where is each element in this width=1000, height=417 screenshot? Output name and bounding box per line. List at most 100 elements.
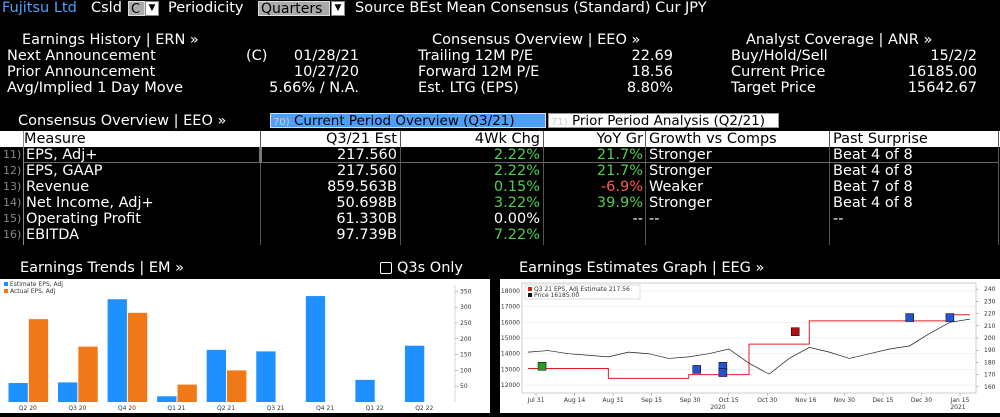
earnings-trends-title[interactable]: Earnings Trends | EM » [20,260,185,276]
right-tick-label: 170 [984,372,996,379]
x-tick-label: Oct 30 [757,397,777,404]
y-tick-label: 200 [460,336,472,343]
chg-cell[interactable]: 0.00% [493,211,540,227]
tab-prior-period[interactable]: 71) Prior Period Analysis (Q2/21) [548,113,779,129]
row-number: 12) [3,164,22,177]
chg-cell[interactable]: 2.22% [493,163,540,179]
yoy-cell[interactable]: 39.9% [596,195,643,211]
left-tick-label: 13000 [501,366,520,373]
bar-estimate [404,345,425,402]
consensus-overview-title[interactable]: Consensus Overview | EEO » [432,32,641,48]
yoy-cell[interactable]: 21.7% [596,163,643,179]
surprise-cell[interactable]: Beat 7 of 8 [833,179,913,195]
chg-cell[interactable]: 0.15% [493,179,540,195]
col-yoy[interactable]: YoY Gr [596,131,643,147]
periodicity-dropdown-icon[interactable]: ▼ [331,1,345,16]
x-tick-label: Sep 30 [680,397,701,404]
table-header-row: Measure Q3/21 Est 4Wk Chg YoY Gr Growth … [0,131,1000,147]
measure-cell[interactable]: Operating Profit [26,211,141,227]
x-year-label: 2021 [950,404,965,411]
tab-prior-label: Prior Period Analysis (Q2/21) [571,113,766,129]
legend-label-price: Price 16185.00 [534,292,579,299]
x-tick-label: Q3 20 [68,405,86,412]
next-announcement-flag: (C) [246,48,268,64]
x-tick-label: Aug 14 [564,397,585,404]
comps-cell[interactable]: Stronger [649,195,712,211]
x-tick-label: Aug 31 [602,397,623,404]
prior-announcement-label: Prior Announcement [7,64,156,80]
target-price-label: Target Price [731,80,816,96]
est-cell[interactable]: 97.739B [336,227,397,243]
implied-move-label: Avg/Implied 1 Day Move [7,80,184,96]
right-tick-label: 220 [984,311,996,318]
surprise-cell[interactable]: Beat 4 of 8 [833,195,913,211]
col-measure[interactable]: Measure [24,131,86,147]
consensus-section-title[interactable]: Consensus Overview | EEO » [18,113,227,129]
ticker-label[interactable]: Fujitsu Ltd [2,0,77,16]
comps-cell[interactable]: -- [649,211,660,227]
legend-swatch-actual [4,289,8,293]
estimate-line [528,314,970,379]
x-tick-label: Q2 22 [415,405,433,412]
right-tick-label: 230 [984,298,996,305]
yoy-cell[interactable]: -- [632,211,643,227]
comps-cell[interactable]: Stronger [649,163,712,179]
surprise-cell[interactable]: Beat 4 of 8 [833,163,913,179]
trailing-pe-value: 22.69 [631,48,673,64]
tab-prior-number: 71) [551,117,568,128]
est-cell[interactable]: 859.563B [327,179,397,195]
current-price-label: Current Price [731,64,826,80]
x-tick-label: Nov 30 [834,397,855,404]
earnings-history-title[interactable]: Earnings History | ERN » [22,32,199,48]
surprise-cell[interactable]: Beat 4 of 8 [833,147,913,163]
yoy-cell[interactable]: -6.9% [600,179,643,195]
est-cell[interactable]: 61.330B [336,211,397,227]
measure-cell[interactable]: Revenue [26,179,90,195]
measure-cell[interactable]: EBITDA [26,227,80,243]
col-chg[interactable]: 4Wk Chg [474,131,540,147]
est-cell[interactable]: 217.560 [337,147,397,163]
q3s-only-checkbox[interactable] [380,262,392,274]
price-line [527,318,971,375]
left-tick-label: 12000 [501,382,520,389]
right-tick-label: 240 [984,286,996,293]
est-cell[interactable]: 217.560 [337,163,397,179]
tab-current-period[interactable]: 70) Current Period Overview (Q3/21) [270,113,546,129]
col-surprise[interactable]: Past Surprise [833,131,928,147]
estimates-graph-title[interactable]: Earnings Estimates Graph | EEG » [519,260,765,276]
periodicity-select[interactable]: Quarters [258,1,330,17]
chg-cell[interactable]: 7.22% [493,227,540,243]
csld-select[interactable]: C [128,1,145,17]
ltg-label: Est. LTG (EPS) [418,80,519,96]
surprise-cell[interactable]: -- [833,211,844,227]
row-number: 14) [3,196,22,209]
yoy-cell[interactable]: 21.7% [596,147,643,163]
measure-cell[interactable]: EPS, GAAP [26,163,103,179]
x-tick-label: Jul 31 [527,397,545,404]
right-tick-label: 210 [984,323,996,330]
x-tick-label: Q2 21 [217,405,235,412]
col-est[interactable]: Q3/21 Est [326,131,397,147]
prior-announcement-value: 10/27/20 [293,64,359,80]
legend-swatch-estimate [528,287,532,291]
est-cell[interactable]: 50.698B [336,195,397,211]
comps-cell[interactable]: Weaker [649,179,704,195]
measure-cell[interactable]: Net Income, Adj+ [26,195,154,211]
csld-dropdown-icon[interactable]: ▼ [145,1,159,16]
bar-actual [127,312,148,402]
comps-cell[interactable]: Stronger [649,147,712,163]
left-tick-label: 16000 [501,319,520,326]
chg-cell[interactable]: 3.22% [493,195,540,211]
col-comps[interactable]: Growth vs Comps [649,131,777,147]
bar-actual [78,346,98,402]
tab-current-number: 70) [273,117,290,128]
y-tick-label: 350 [460,288,472,295]
row-number: 11) [3,148,22,161]
y-tick-label: 50 [460,383,468,390]
chg-cell[interactable]: 2.22% [493,147,540,163]
measure-cell[interactable]: EPS, Adj+ [26,147,98,163]
revision-marker [905,313,914,322]
analyst-coverage-title[interactable]: Analyst Coverage | ANR » [746,32,933,48]
revision-marker [692,365,702,374]
target-price-value: 15642.67 [907,80,977,96]
